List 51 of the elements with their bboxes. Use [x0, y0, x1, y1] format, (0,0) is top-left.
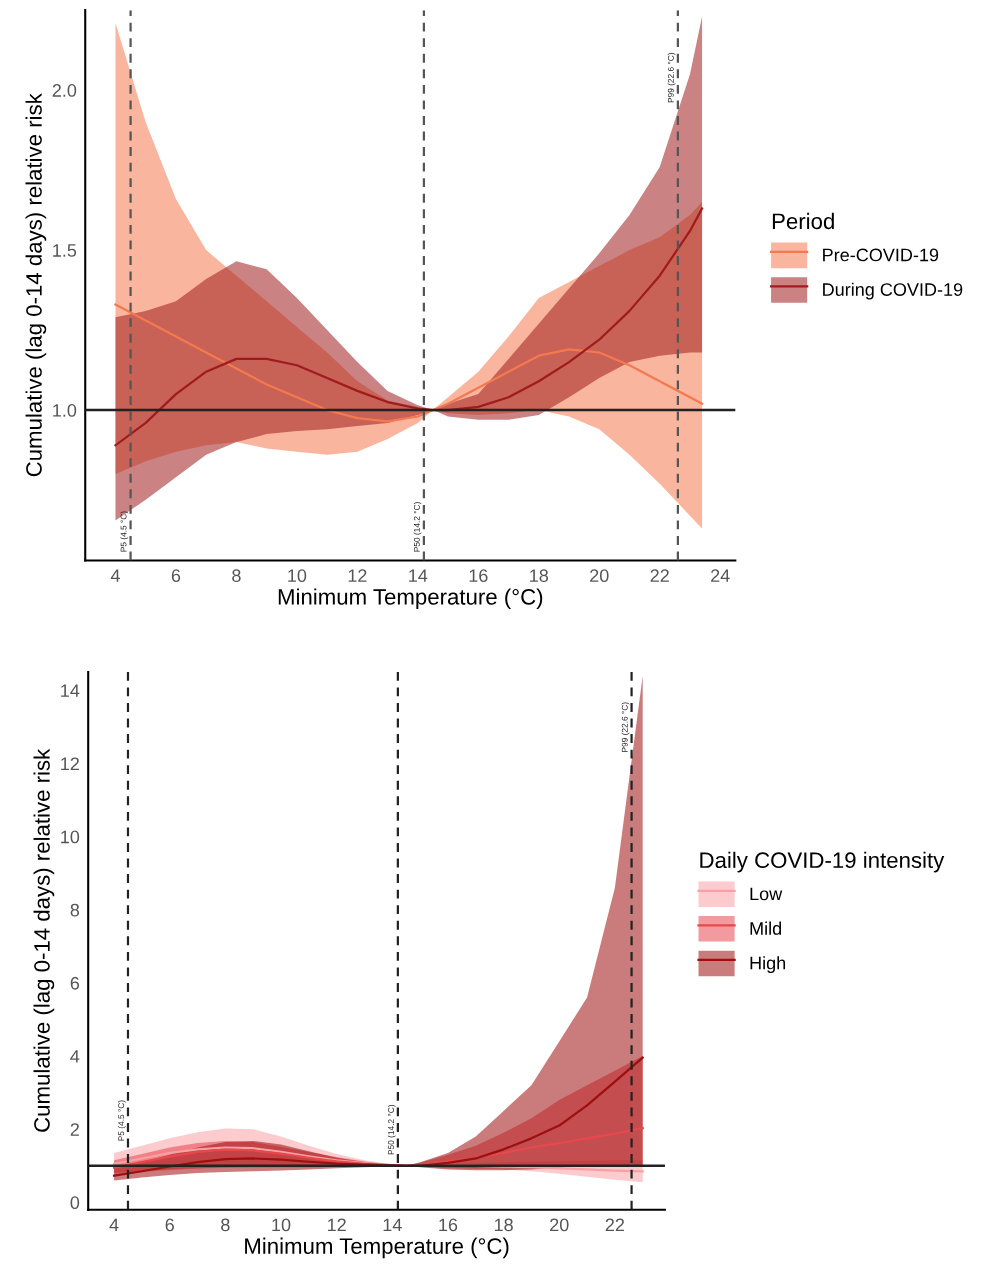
- ref-line-label: P50 (14.2 °C): [387, 1104, 396, 1155]
- y-tick-label: 14: [61, 684, 80, 697]
- x-tick-label: 20: [550, 1218, 569, 1232]
- y-tick-label: 12: [61, 757, 79, 771]
- y-axis-title: Cumulative (lag 0-14 days) relative risk: [25, 93, 47, 477]
- ref-line-label: P99 (22.6 °C): [667, 52, 676, 103]
- y-tick-label: 8: [70, 903, 80, 917]
- y-tick-label: 2: [70, 1123, 79, 1136]
- y-tick-label: 1.5: [53, 244, 77, 257]
- x-tick-label: 16: [469, 569, 488, 583]
- x-tick-label: 22: [650, 569, 669, 582]
- x-tick-label: 8: [232, 569, 241, 583]
- x-tick-label: 18: [494, 1218, 513, 1232]
- legend-title: Daily COVID-19 intensity: [700, 851, 945, 873]
- x-axis-title: Minimum Temperature (°C): [245, 1237, 509, 1259]
- x-tick-label: 18: [530, 569, 549, 583]
- y-tick-label: 10: [61, 830, 80, 844]
- y-tick-label: 1.0: [53, 404, 77, 417]
- x-tick-label: 24: [711, 569, 730, 582]
- x-tick-label: 4: [110, 569, 120, 582]
- x-tick-label: 20: [590, 569, 609, 583]
- x-tick-label: 12: [327, 1218, 346, 1232]
- line-series: [114, 303, 704, 423]
- x-tick-label: 6: [165, 1218, 174, 1232]
- x-tick-label: 4: [109, 1218, 119, 1232]
- legend-label: Mild: [750, 921, 782, 935]
- x-tick-label: 12: [348, 569, 367, 582]
- legend-label: Low: [750, 887, 783, 901]
- x-tick-label: 8: [221, 1218, 230, 1232]
- y-tick-label: 4: [70, 1050, 80, 1063]
- x-axis-title: Minimum Temperature (°C): [278, 588, 543, 610]
- y-tick-label: 0: [70, 1196, 80, 1210]
- legend-title: Period: [772, 212, 834, 230]
- x-tick-label: 14: [383, 1218, 402, 1232]
- y-axis-title: Cumulative (lag 0-14 days) relative risk: [33, 748, 55, 1132]
- ref-line-label: P5 (4.5 °C): [120, 511, 129, 552]
- x-tick-label: 10: [272, 1218, 291, 1232]
- ref-line-label: P5 (4.5 °C): [117, 1100, 126, 1141]
- x-tick-label: 14: [409, 569, 428, 582]
- x-tick-label: 6: [171, 569, 181, 583]
- x-tick-label: 22: [605, 1218, 625, 1232]
- legend-label: High: [750, 956, 786, 973]
- ref-line-label: P99 (22.6 °C): [621, 702, 630, 752]
- line-series: [114, 207, 704, 447]
- x-tick-label: 10: [288, 569, 307, 583]
- x-tick-label: 16: [439, 1218, 458, 1232]
- y-tick-label: 2.0: [52, 84, 77, 97]
- legend-label: Pre-COVID-19: [823, 248, 939, 262]
- ref-line-label: P50 (14.2 °C): [413, 502, 422, 552]
- y-tick-label: 6: [70, 976, 80, 990]
- legend-label: During COVID-19: [823, 282, 963, 300]
